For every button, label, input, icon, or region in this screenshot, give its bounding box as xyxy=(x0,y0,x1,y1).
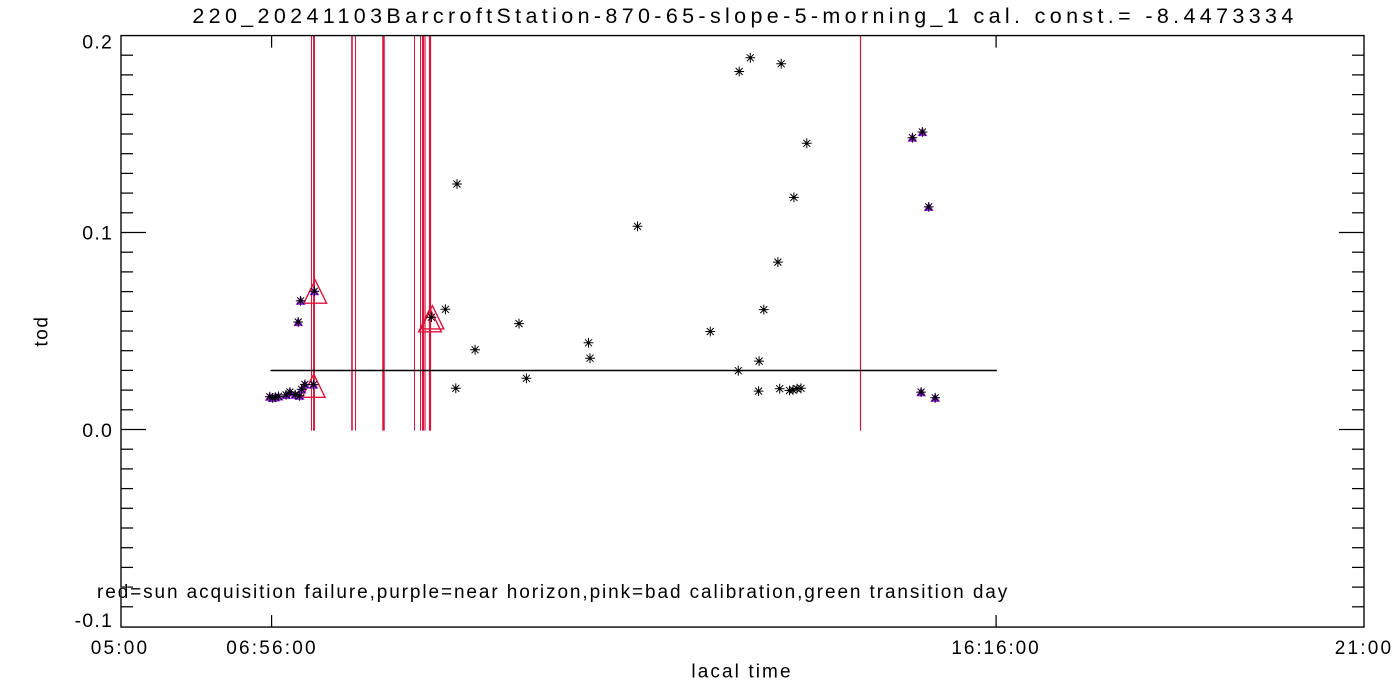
svg-text:-0.1: -0.1 xyxy=(75,610,113,632)
svg-text:06:56:00: 06:56:00 xyxy=(226,638,318,659)
svg-text:tod: tod xyxy=(32,315,53,346)
svg-text:05:00: 05:00 xyxy=(91,638,150,659)
svg-text:21:00: 21:00 xyxy=(1335,638,1394,659)
svg-text:0.0: 0.0 xyxy=(82,420,113,442)
svg-text:0.1: 0.1 xyxy=(82,222,113,244)
svg-text:lacal time: lacal time xyxy=(691,662,792,683)
svg-text:0.2: 0.2 xyxy=(82,32,113,54)
svg-text:16:16:00: 16:16:00 xyxy=(951,638,1040,659)
svg-text:red=sun acquisition failure,pu: red=sun acquisition failure,purple=near … xyxy=(97,582,1009,603)
svg-text:220_20241103BarcroftStation-87: 220_20241103BarcroftStation-870-65-slope… xyxy=(192,4,1297,28)
